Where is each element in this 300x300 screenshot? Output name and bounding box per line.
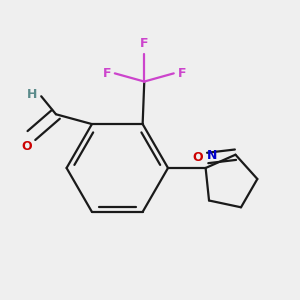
Text: H: H: [27, 88, 37, 101]
Text: O: O: [192, 152, 203, 164]
Text: F: F: [102, 67, 111, 80]
Text: N: N: [207, 149, 218, 162]
Text: F: F: [140, 37, 148, 50]
Text: F: F: [178, 67, 186, 80]
Text: O: O: [21, 140, 32, 153]
